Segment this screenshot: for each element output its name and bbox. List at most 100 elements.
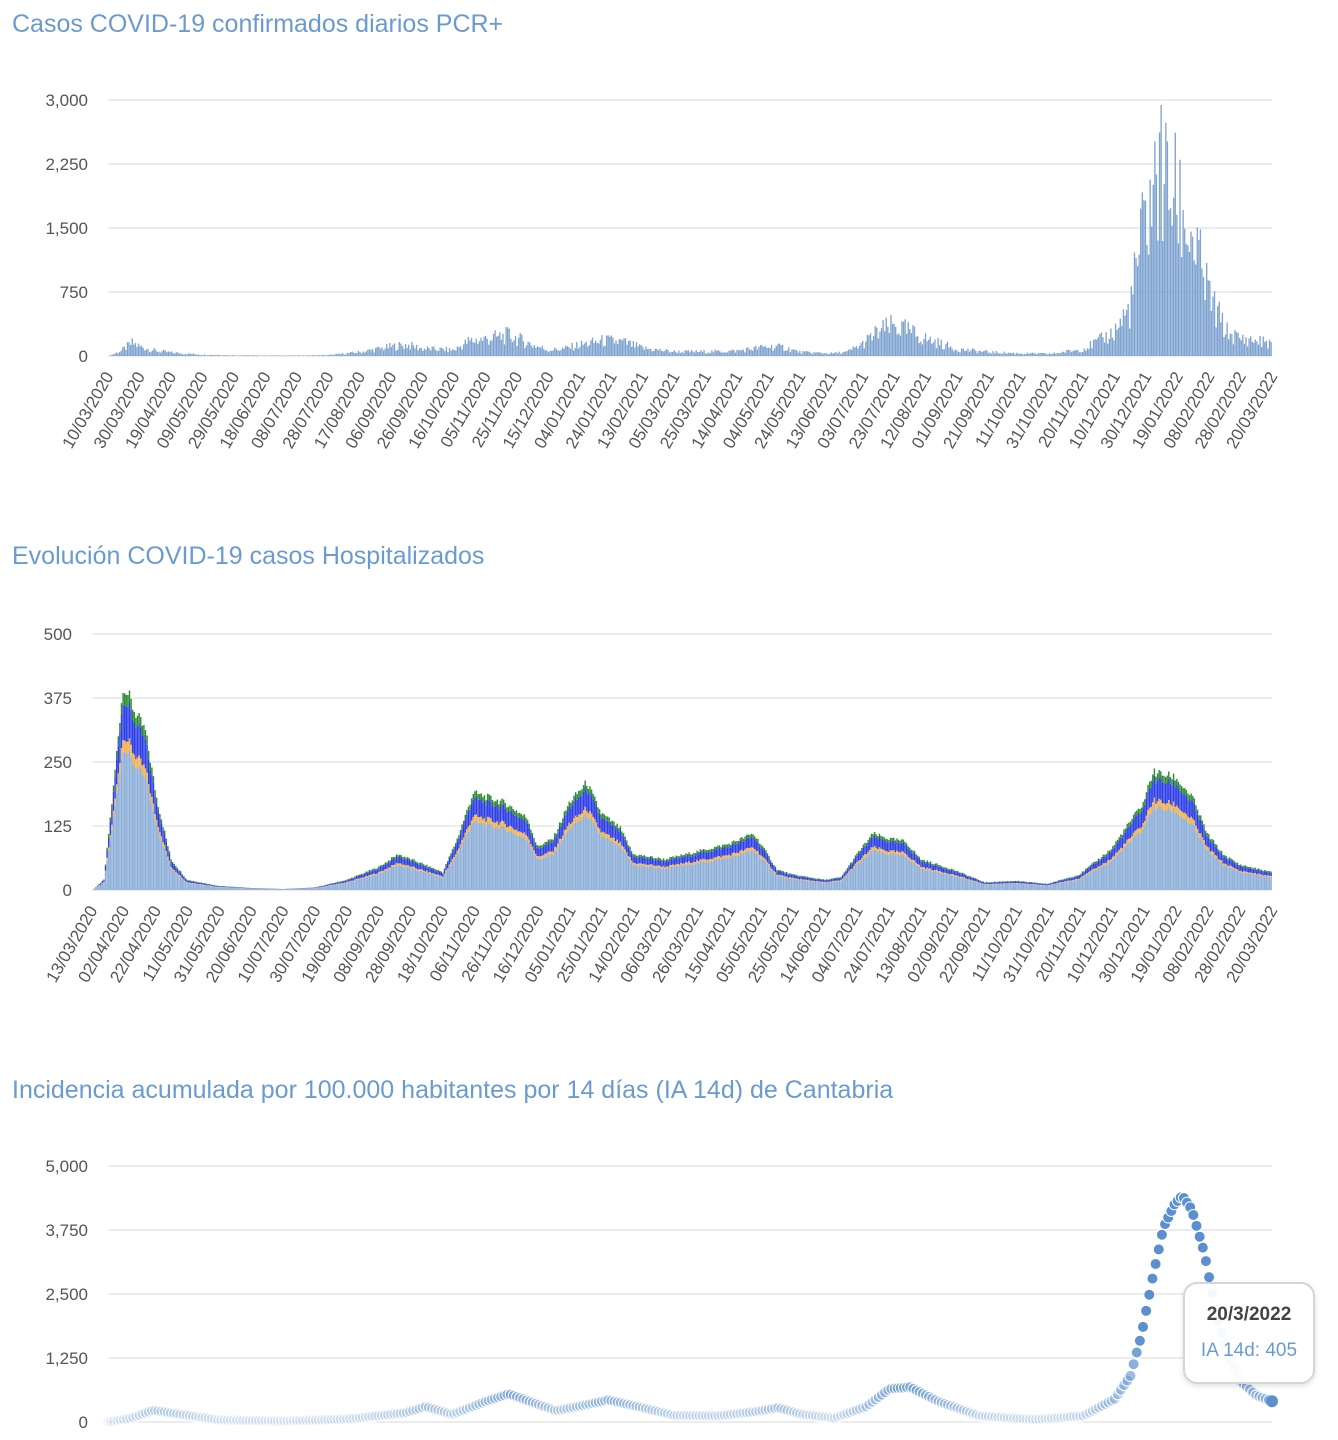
hosp-bar-segment	[96, 885, 99, 887]
case-bar	[199, 354, 201, 356]
hosp-bar-segment	[402, 866, 404, 890]
hosp-bar-segment	[155, 797, 158, 804]
ia-point	[737, 1406, 750, 1419]
case-bar	[558, 350, 561, 356]
hosp-bar-segment	[645, 856, 647, 859]
hosp-bar-segment	[835, 878, 837, 881]
case-bar	[810, 352, 812, 356]
hosp-bar-segment	[106, 857, 108, 861]
hosp-bar-segment	[801, 876, 804, 880]
hosp-bar-segment	[355, 878, 358, 880]
hosp-bar-segment	[552, 839, 554, 843]
hosp-bar-segment	[953, 876, 956, 890]
hosp-bar-segment	[395, 854, 398, 857]
hosp-bar-segment	[522, 837, 524, 890]
case-bar	[896, 334, 898, 356]
case-bar	[657, 350, 660, 356]
hosp-bar-segment	[414, 861, 417, 864]
hosp-bar-segment	[517, 831, 519, 837]
case-bar	[521, 334, 523, 356]
case-bar	[519, 333, 521, 356]
hosp-bar-segment	[272, 889, 275, 890]
hosp-bar-segment	[1006, 883, 1009, 884]
ia-point	[731, 1407, 744, 1420]
hosp-bar-segment	[1225, 856, 1228, 859]
hosp-bar-segment	[1209, 842, 1212, 852]
case-bar	[860, 342, 862, 356]
hosp-bar-segment	[429, 871, 431, 874]
case-bar	[620, 339, 622, 356]
case-bar	[241, 355, 243, 356]
case-bar	[514, 336, 517, 356]
hosp-bar-segment	[973, 878, 975, 881]
hosp-bar-segment	[793, 875, 796, 879]
hosp-bar-segment	[1200, 819, 1202, 834]
hosp-bar-segment	[287, 889, 289, 890]
case-bar	[943, 349, 946, 356]
hosp-bar-segment	[570, 808, 572, 824]
hosp-bar-segment	[255, 888, 257, 890]
hosp-bar-segment	[501, 798, 503, 805]
hosp-bar-segment	[176, 874, 179, 890]
hosp-bar-segment	[1204, 844, 1207, 849]
hosp-bar-segment	[1006, 881, 1009, 882]
hosp-bar-segment	[352, 880, 355, 882]
hosp-bar-segment	[482, 825, 484, 890]
hosp-bar-segment	[771, 862, 773, 865]
hosp-bar-segment	[1164, 811, 1167, 890]
hosp-bar-segment	[375, 874, 377, 876]
hosp-bar-segment	[734, 856, 737, 890]
hosp-bar-segment	[699, 851, 702, 860]
hosp-bar-segment	[1233, 869, 1236, 890]
case-bar	[1085, 350, 1087, 356]
hosp-bar-segment	[478, 799, 481, 818]
hosp-bar-segment	[976, 881, 978, 883]
hosp-bar-segment	[1268, 872, 1271, 876]
hosp-bar-segment	[1025, 882, 1028, 884]
hosp-bar-segment	[199, 884, 201, 890]
hosp-bar-segment	[518, 817, 521, 832]
hosp-bar-segment	[398, 856, 401, 864]
case-bar	[728, 350, 730, 356]
hosp-bar-segment	[504, 823, 506, 830]
hosp-bar-segment	[536, 847, 538, 856]
hosp-bar-segment	[1241, 873, 1244, 890]
hosp-bar-segment	[322, 886, 324, 890]
hosp-bar-segment	[95, 887, 97, 890]
hosp-bar-segment	[1188, 795, 1191, 801]
hosp-bar-segment	[921, 861, 924, 868]
ia-point	[243, 1414, 256, 1427]
case-bar	[467, 336, 470, 356]
hosp-bar-segment	[846, 873, 849, 875]
hosp-bar-segment	[944, 874, 946, 890]
hosp-bar-segment	[509, 805, 511, 811]
hosp-bar-segment	[715, 849, 718, 858]
hosp-bar-segment	[816, 881, 818, 883]
hosp-bar-segment	[154, 820, 156, 890]
case-bar	[447, 351, 449, 356]
hosp-bar-segment	[678, 866, 681, 890]
hosp-bar-segment	[731, 844, 734, 854]
hosp-bar-segment	[841, 875, 844, 879]
hosp-bar-segment	[587, 819, 590, 890]
hosp-bar-segment	[896, 850, 898, 854]
hosp-bar-segment	[1240, 866, 1242, 871]
hosp-bar-segment	[1086, 869, 1088, 874]
hosp-bar-segment	[1044, 883, 1047, 886]
hosp-bar-segment	[231, 886, 233, 888]
hosp-bar-segment	[961, 877, 964, 890]
hosp-bar-segment	[149, 793, 151, 801]
case-bar	[662, 351, 664, 356]
hosp-bar-segment	[365, 871, 367, 873]
hosp-bar-segment	[622, 846, 625, 851]
ia-point	[237, 1414, 250, 1427]
hosp-bar-segment	[797, 878, 799, 880]
hosp-bar-segment	[782, 875, 785, 877]
hosp-bar-segment	[1068, 877, 1071, 879]
hosp-bar-segment	[928, 868, 930, 871]
hosp-bar-segment	[886, 842, 889, 852]
hosp-bar-segment	[598, 814, 601, 829]
hosp-bar-segment	[691, 862, 694, 865]
hosp-bar-segment	[368, 874, 371, 877]
hosp-bar-segment	[1001, 881, 1004, 882]
